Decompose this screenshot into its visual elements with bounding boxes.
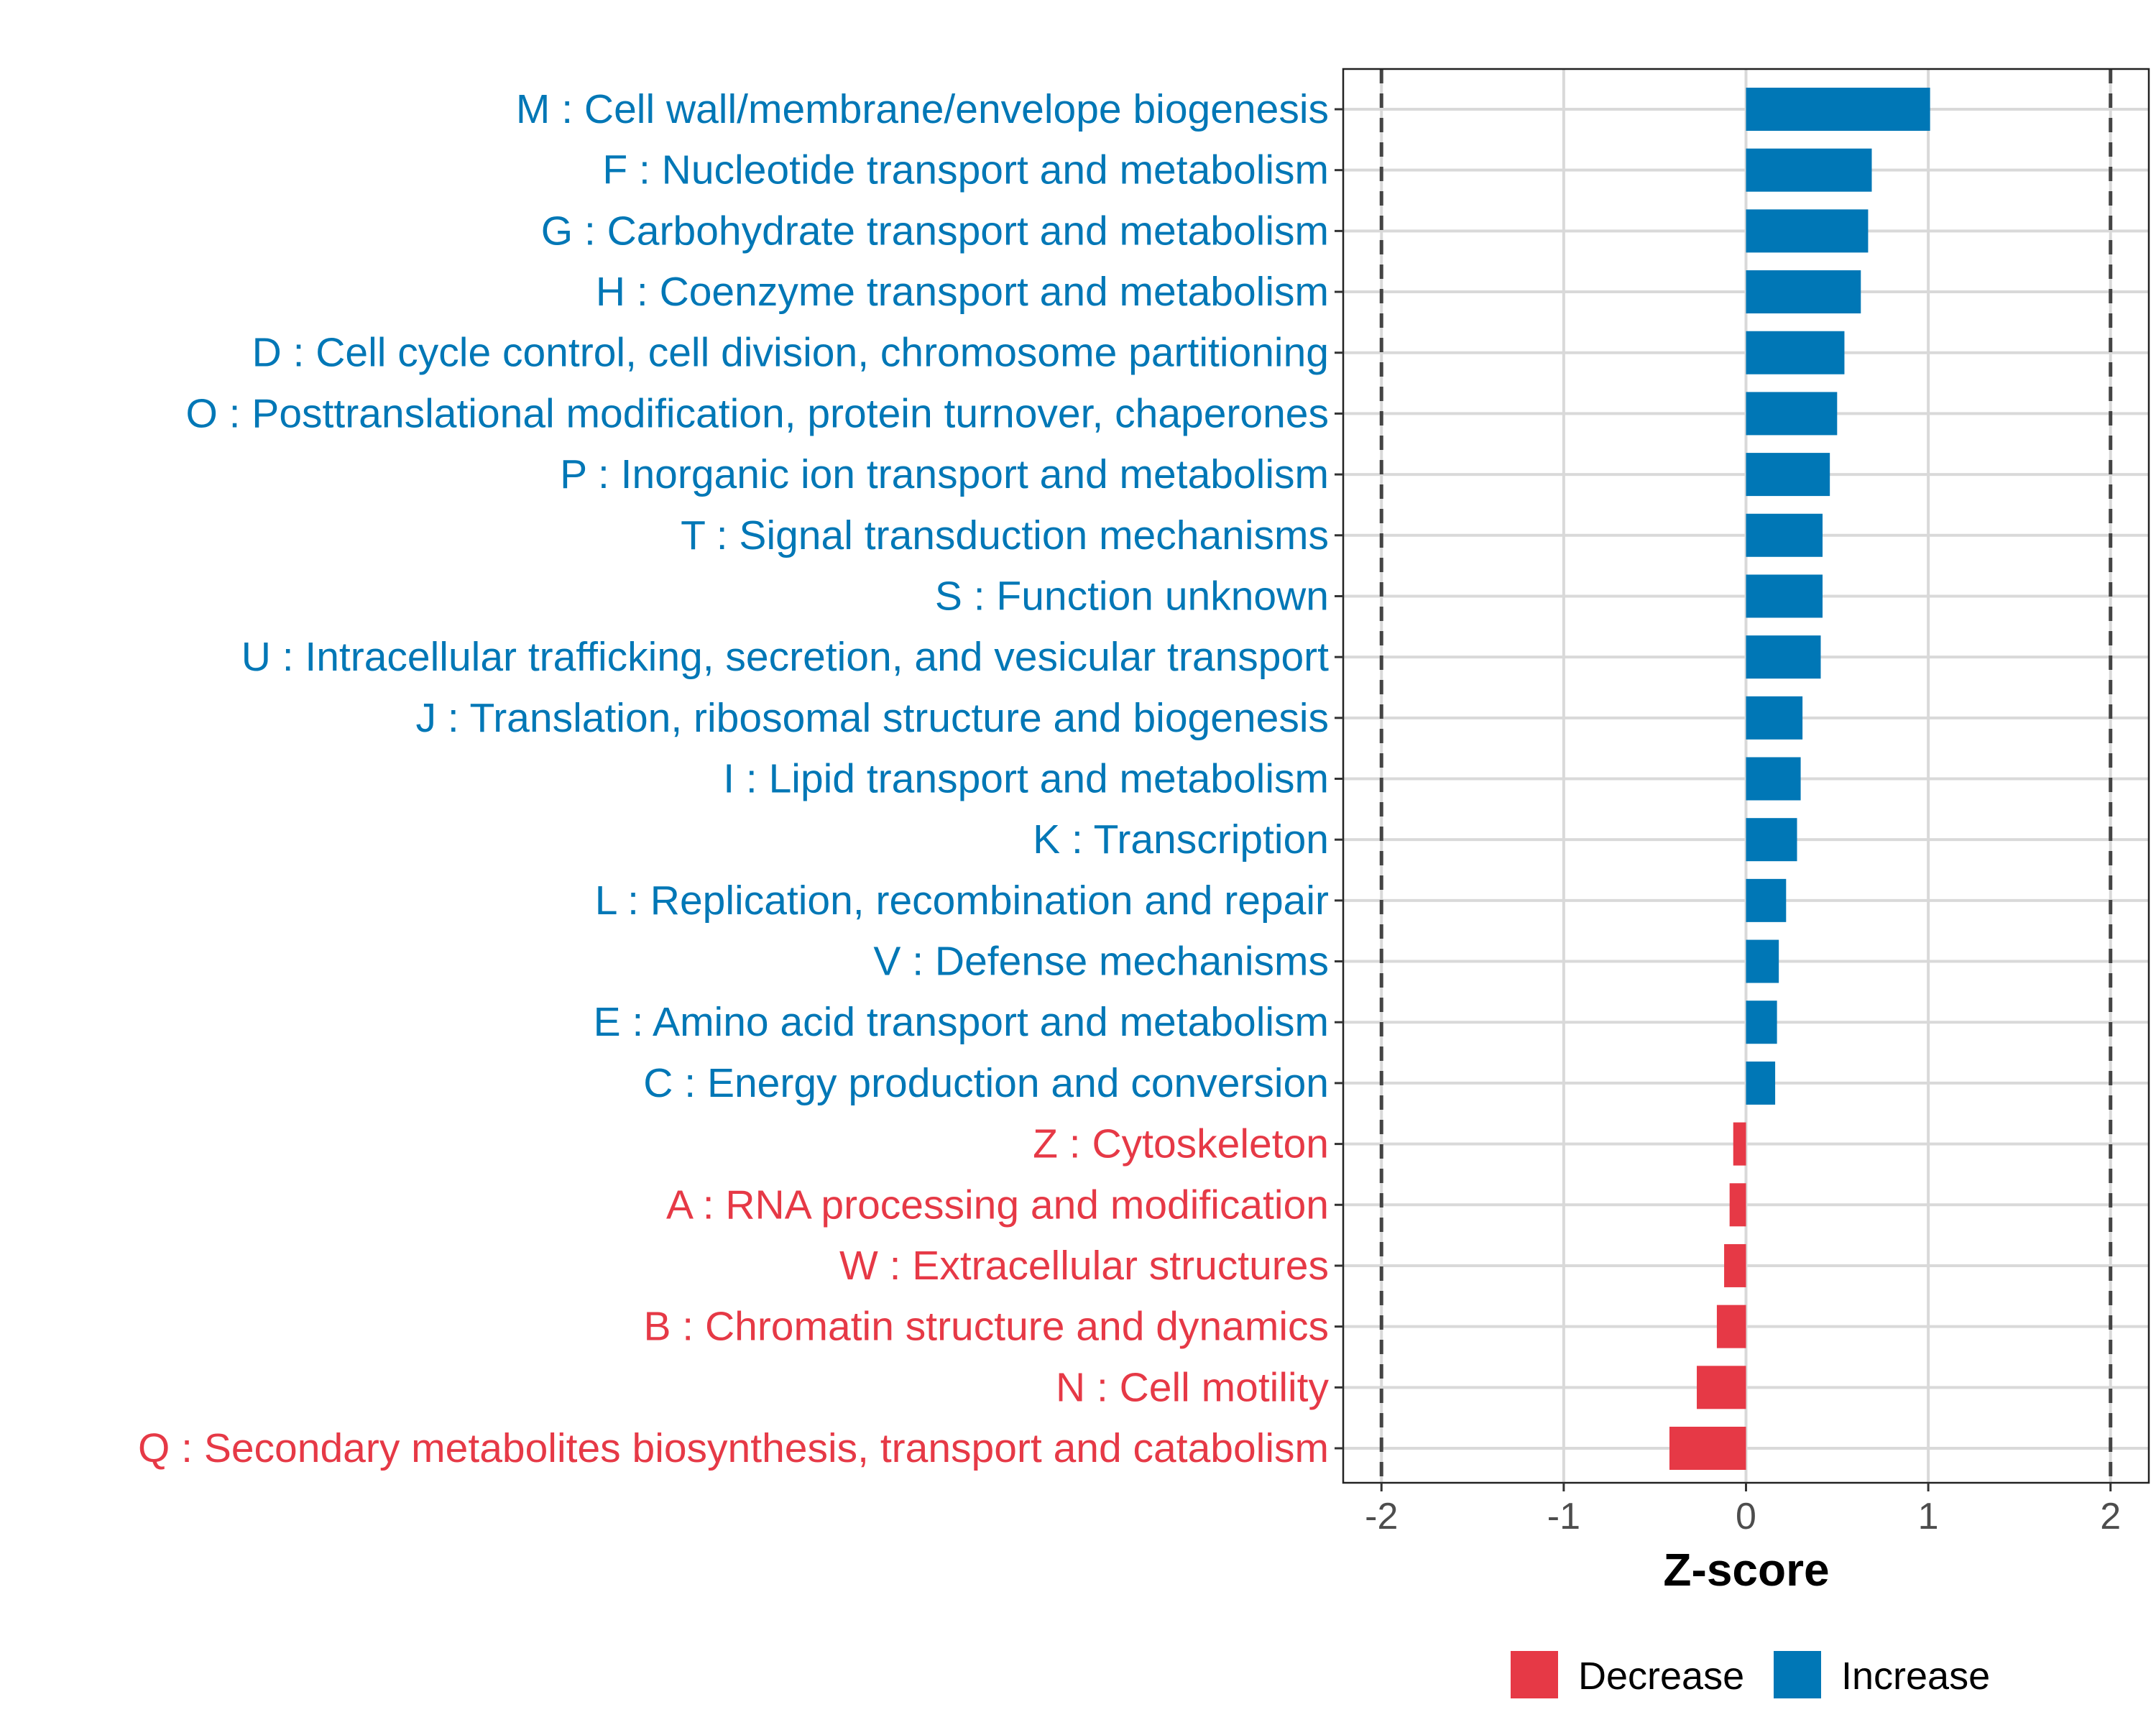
bar — [1729, 1183, 1746, 1227]
x-tick-label: 2 — [2100, 1496, 2121, 1537]
x-tick-label: -1 — [1547, 1496, 1580, 1537]
category-label: N : Cell motility — [1056, 1364, 1330, 1410]
category-label: B : Chromatin structure and dynamics — [643, 1304, 1329, 1350]
bar — [1746, 392, 1838, 436]
bar — [1746, 331, 1845, 374]
bar — [1746, 513, 1823, 557]
legend-label: Decrease — [1578, 1655, 1744, 1698]
category-label: L : Replication, recombination and repai… — [595, 878, 1329, 924]
x-tick-label: 0 — [1736, 1496, 1756, 1537]
bar — [1746, 1000, 1777, 1044]
category-label: F : Nucleotide transport and metabolism — [602, 147, 1329, 193]
bar — [1746, 574, 1823, 618]
bar — [1733, 1122, 1746, 1166]
x-tick-label: 1 — [1918, 1496, 1939, 1537]
category-label: M : Cell wall/membrane/envelope biogenes… — [516, 86, 1329, 132]
category-label: K : Transcription — [1033, 816, 1329, 862]
bar — [1716, 1305, 1746, 1348]
reference-lines — [1379, 69, 2113, 1483]
bar — [1746, 939, 1779, 983]
category-label: U : Intracellular trafficking, secretion… — [241, 634, 1329, 680]
category-label: W : Extracellular structures — [839, 1243, 1329, 1289]
category-label: E : Amino acid transport and metabolism — [594, 999, 1329, 1045]
category-label: I : Lipid transport and metabolism — [723, 756, 1329, 802]
bar — [1746, 209, 1869, 253]
bar — [1697, 1366, 1746, 1409]
category-label: V : Defense mechanisms — [873, 939, 1329, 985]
bar — [1746, 696, 1803, 740]
bar — [1669, 1427, 1746, 1470]
category-label: Z : Cytoskeleton — [1033, 1121, 1329, 1167]
bar — [1746, 148, 1872, 192]
category-label: T : Signal transduction mechanisms — [681, 512, 1329, 558]
bar — [1746, 635, 1821, 679]
legend-key-decrease — [1511, 1651, 1558, 1698]
category-label: S : Function unknown — [935, 573, 1329, 619]
x-axis-title: Z-score — [1663, 1544, 1829, 1596]
legend-key-increase — [1774, 1651, 1821, 1698]
category-label: D : Cell cycle control, cell division, c… — [252, 330, 1329, 376]
category-label: J : Translation, ribosomal structure and… — [416, 695, 1329, 741]
bar — [1724, 1243, 1746, 1287]
bar — [1746, 818, 1797, 862]
bar — [1746, 453, 1830, 497]
category-label: Q : Secondary metabolites biosynthesis, … — [138, 1425, 1329, 1471]
category-label: H : Coenzyme transport and metabolism — [596, 269, 1329, 315]
legend: Decrease Increase — [1511, 1651, 1990, 1698]
bar — [1746, 88, 1930, 131]
bar — [1746, 757, 1801, 801]
category-label: C : Energy production and conversion — [643, 1060, 1329, 1106]
category-label: P : Inorganic ion transport and metaboli… — [560, 451, 1329, 497]
bars — [1669, 88, 1930, 1470]
category-labels: M : Cell wall/membrane/envelope biogenes… — [138, 86, 1343, 1471]
bar — [1746, 1061, 1776, 1105]
bar — [1746, 270, 1861, 314]
legend-label: Increase — [1841, 1655, 1990, 1698]
category-label: A : RNA processing and modification — [666, 1182, 1329, 1228]
bar — [1746, 878, 1787, 922]
x-axis-ticks: -2 -1 0 1 2 — [1365, 1483, 2121, 1537]
x-tick-label: -2 — [1365, 1496, 1398, 1537]
category-label: O : Posttranslational modification, prot… — [185, 390, 1329, 436]
category-label: G : Carbohydrate transport and metabolis… — [541, 208, 1329, 254]
